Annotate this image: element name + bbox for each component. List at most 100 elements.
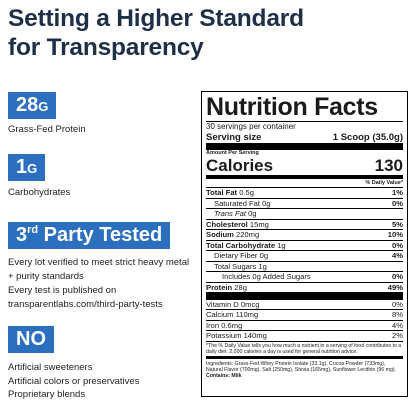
caption: Grass-Fed Protein: [8, 124, 86, 135]
nutrient-left: Potassium 140mg: [206, 331, 267, 341]
nutrient-amount: 110mg: [235, 310, 259, 319]
nutrient-name: Total Carbohydrate: [206, 240, 276, 250]
nutrient-name: Includes: [222, 272, 251, 281]
nutrient-left: Protein 28g: [206, 283, 247, 292]
serving-size: Serving size: [206, 132, 262, 143]
nutrient-name: Protein: [206, 282, 233, 292]
nutrient-row: Total Fat 0.5g 1%: [206, 187, 403, 198]
nutrient-left: Includes 0g Added Sugars: [206, 272, 311, 282]
ingredients: Ingredients: Grass-Fed Whey Protein Isol…: [206, 360, 396, 374]
nutrient-dv: 0%: [392, 240, 403, 250]
list-item: Artificial colors or preservatives: [8, 375, 140, 387]
badge: NO: [8, 326, 54, 353]
badge: 28G: [8, 92, 57, 119]
nutrient-left: Cholesterol 15mg: [206, 220, 269, 230]
nutrient-amount: 1g: [258, 261, 267, 271]
nutrient-row: Iron 0.6mg 4%: [206, 319, 403, 331]
nutrient-name: Cholesterol: [206, 219, 248, 229]
nutrient-dv: 0%: [392, 299, 403, 309]
nutrient-name: Vitamin D: [206, 299, 239, 309]
nutrient-left: Total Carbohydrate 1g: [206, 241, 286, 251]
nutrient-left: Iron 0.6mg: [206, 321, 242, 331]
nutrient-amount: 0g: [248, 209, 257, 218]
badge: 1G: [8, 154, 46, 181]
nutrient-dv: 0%: [392, 198, 403, 208]
nutrient-left: Total Sugars 1g: [206, 262, 267, 272]
nutrient-amount: 28g: [234, 282, 247, 292]
badge-unit: G: [27, 161, 38, 176]
nutrient-amount: 0.5g: [239, 188, 254, 197]
nutrient-dv: 5%: [392, 219, 403, 229]
dv-header: % Daily Value*: [365, 180, 403, 186]
nutrient-row: Total Carbohydrate 1g 0%: [206, 239, 403, 251]
nutrient-row: Saturated Fat 0g 0%: [206, 197, 403, 209]
nutrient-name: Trans Fat: [214, 209, 246, 218]
badge-text: Party Tested: [38, 224, 163, 246]
nutrient-amount: 0g: [259, 251, 269, 260]
nutrient-row: Includes 0g Added Sugars 0%: [206, 271, 403, 282]
nutrient-left: Sodium 220mg: [206, 230, 259, 240]
nutrient-left: Total Fat 0.5g: [206, 188, 254, 198]
list: Artificial sweeteners Artificial colors …: [8, 361, 139, 402]
nutrient-row: Dietary Fiber 0g 4%: [206, 250, 403, 261]
badge-value: 28: [16, 94, 39, 116]
nutrient-row: Trans Fat 0g: [206, 208, 403, 219]
nutrient-amount: 0mcg: [240, 299, 260, 309]
nutrient-left: Vitamin D 0mcg: [206, 300, 259, 310]
nutrient-name: Calcium: [206, 310, 234, 319]
nutrient-row: Sodium 220mg 10%: [206, 229, 403, 240]
list-item: Proprietary blends: [8, 389, 86, 400]
nutrient-amount: 15mg: [249, 219, 269, 229]
nutrient-dv: 4%: [392, 251, 403, 260]
calories-value: 130: [374, 156, 403, 175]
nutrient-amount: 220mg: [235, 230, 260, 239]
contains: Contains: Milk: [206, 373, 242, 380]
amount-per: Amount Per Serving: [206, 150, 259, 156]
badge-value: 1: [16, 156, 28, 178]
badge-unit: G: [38, 99, 49, 114]
badge-sup: rd: [27, 224, 39, 236]
nutrient-dv: 0%: [392, 272, 403, 281]
nutrient-amount: 1g: [277, 240, 286, 250]
nutrient-row: Total Sugars 1g: [206, 260, 403, 272]
title-line: for Transparency: [8, 34, 204, 61]
nutrient-row: Protein 28g 49%: [206, 281, 403, 299]
nutrient-dv: 10%: [387, 230, 403, 239]
nutrient-dv: 4%: [392, 320, 403, 330]
title: Setting a Higher Standard for Transparenc…: [8, 4, 304, 62]
nutrient-name: Total Fat: [206, 188, 238, 197]
nutrient-name: Saturated Fat: [214, 198, 261, 208]
serving-amount: 1 Scoop (35.0g): [332, 132, 403, 143]
nutrient-left: Trans Fat 0g: [206, 209, 257, 219]
caption: Every lot verified to meet strict heavy …: [8, 257, 190, 282]
nutrient-dv: 2%: [392, 331, 403, 340]
nutrient-left: Dietary Fiber 0g: [206, 251, 268, 261]
nutrient-name: Dietary Fiber: [214, 251, 258, 260]
label-title: Nutrition Facts: [206, 93, 403, 122]
nutrient-amount: 0.6mg: [221, 320, 243, 330]
nutrient-amount: 0g: [262, 198, 271, 208]
badge-value: 3: [16, 224, 28, 246]
nutrient-row: Cholesterol 15mg 5%: [206, 218, 403, 230]
nutrient-amount: 140mg: [243, 331, 267, 340]
caption: Every test is published on transparentla…: [8, 285, 163, 310]
nutrient-dv: 1%: [392, 188, 403, 197]
nutrient-left: Calcium 110mg: [206, 310, 258, 320]
serving-row: Serving size 1 Scoop (35.0g): [206, 132, 403, 150]
caption: Carbohydrates: [8, 187, 71, 198]
nutrient-name: Iron: [206, 320, 220, 330]
nutrition-label: Nutrition Facts 30 servings per containe…: [201, 91, 408, 397]
nutrient-row: Potassium 140mg 2%: [206, 330, 403, 341]
badge: 3rd Party Tested: [8, 222, 171, 249]
footnote: *The % Daily Value tells you how much a …: [206, 340, 403, 359]
nutrient-name: Total Sugars: [214, 261, 257, 271]
nutrient-left: Saturated Fat 0g: [206, 199, 271, 209]
nutrient-row: Calcium 110mg 8%: [206, 309, 403, 320]
vitamin-rows: Vitamin D 0mcg 0% Calcium 110mg 8% Iron 0.6m…: [206, 298, 403, 341]
servings: 30 servings per container: [206, 122, 296, 131]
nutrient-row: Vitamin D 0mcg 0%: [206, 298, 403, 310]
list-item: Artificial sweeteners: [8, 362, 93, 373]
nutrient-rows: Total Fat 0.5g 1% Saturated Fat 0g 0% Trans …: [206, 187, 403, 299]
nutrient-dv: 49%: [387, 282, 403, 292]
